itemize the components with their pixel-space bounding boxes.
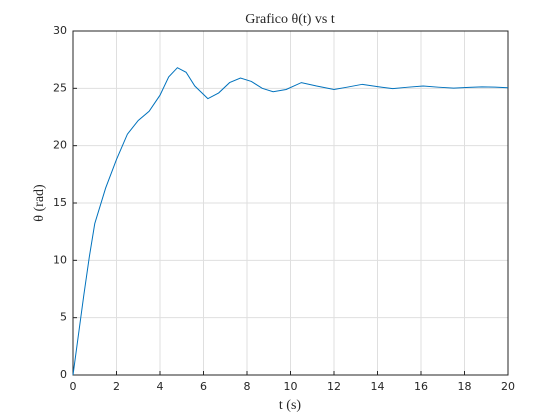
x-tick-label: 2 bbox=[113, 380, 120, 393]
y-tick-label: 10 bbox=[53, 253, 67, 266]
x-tick-label: 0 bbox=[70, 380, 77, 393]
plot-frame bbox=[72, 30, 509, 376]
x-tick-label: 8 bbox=[244, 380, 251, 393]
y-tick-label: 30 bbox=[53, 24, 67, 37]
x-axis-label: t (s) bbox=[279, 398, 302, 413]
y-tick-label: 0 bbox=[60, 368, 67, 381]
x-tick-label: 10 bbox=[284, 380, 298, 393]
x-tick-label: 20 bbox=[501, 380, 515, 393]
x-tick-label: 6 bbox=[200, 380, 207, 393]
x-tick-label: 14 bbox=[371, 380, 385, 393]
y-axis-label: θ (rad) bbox=[32, 184, 47, 222]
y-tick-label: 25 bbox=[53, 81, 67, 94]
x-tick-label: 12 bbox=[327, 380, 341, 393]
chart-title: Grafico θ(t) vs t bbox=[245, 12, 335, 27]
x-tick-label: 18 bbox=[458, 380, 472, 393]
y-tick-label: 15 bbox=[53, 196, 67, 209]
y-tick-label: 20 bbox=[53, 139, 67, 152]
x-tick-label: 4 bbox=[157, 380, 164, 393]
y-tick-label: 5 bbox=[60, 311, 67, 324]
data-line bbox=[72, 67, 509, 376]
x-tick-label: 16 bbox=[414, 380, 428, 393]
